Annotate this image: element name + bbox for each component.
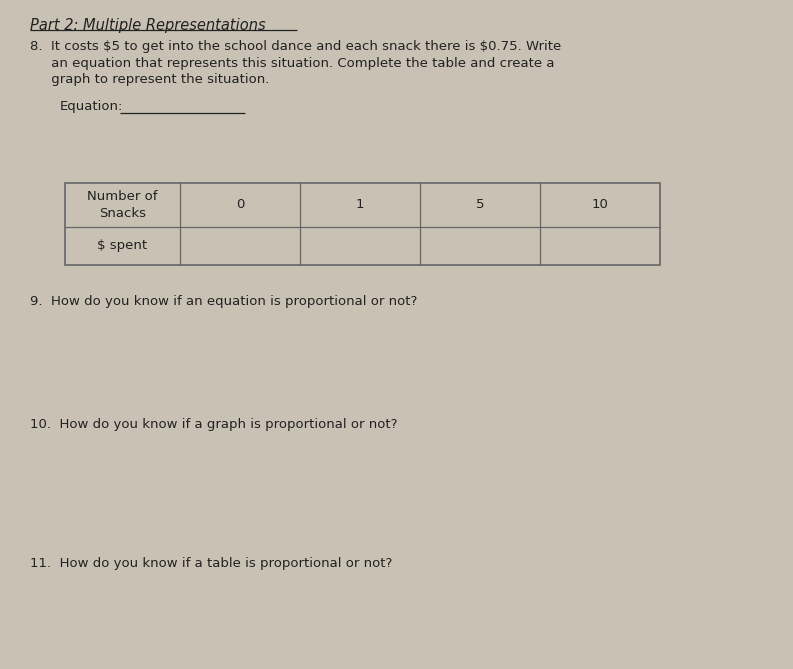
Text: graph to represent the situation.: graph to represent the situation.	[30, 73, 270, 86]
Text: $ spent: $ spent	[98, 240, 147, 252]
Text: 11.  How do you know if a table is proportional or not?: 11. How do you know if a table is propor…	[30, 557, 393, 570]
Text: 8.  It costs \$5 to get into the school dance and each snack there is \$0.75. Wr: 8. It costs \$5 to get into the school d…	[30, 40, 561, 53]
Bar	[65, 183, 660, 265]
Text: Part 2: Multiple Representations: Part 2: Multiple Representations	[30, 18, 266, 33]
Text: 10: 10	[592, 199, 608, 211]
Text: Equation:: Equation:	[60, 100, 124, 113]
Text: Number of
Snacks: Number of Snacks	[87, 190, 158, 220]
Text: an equation that represents this situation. Complete the table and create a: an equation that represents this situati…	[30, 57, 554, 70]
Text: 0: 0	[236, 199, 244, 211]
Text: 10.  How do you know if a graph is proportional or not?: 10. How do you know if a graph is propor…	[30, 418, 397, 431]
Text: 5: 5	[476, 199, 485, 211]
Text: 1: 1	[356, 199, 364, 211]
Text: 9.  How do you know if an equation is proportional or not?: 9. How do you know if an equation is pro…	[30, 295, 417, 308]
